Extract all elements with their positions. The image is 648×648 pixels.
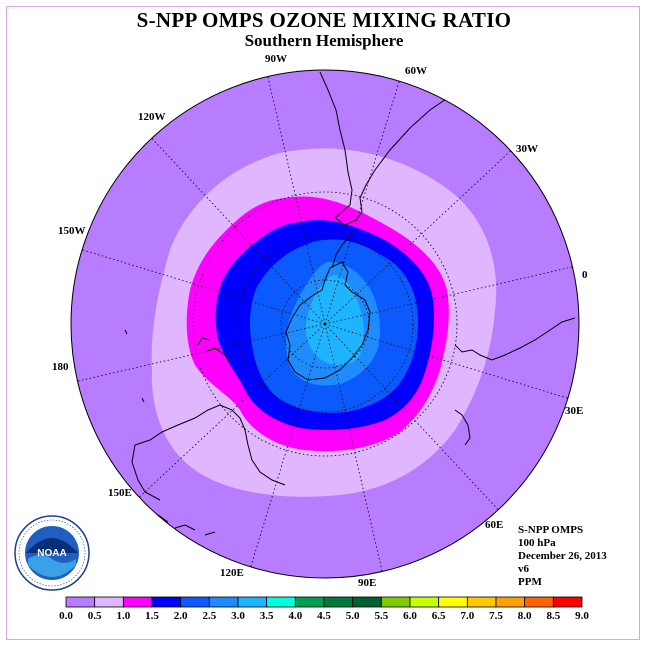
lon-label-90w: 90W — [265, 53, 287, 65]
colorbar-tick-label: 9.0 — [575, 610, 589, 622]
colorbar-box — [466, 596, 497, 608]
info-date: December 26, 2013 — [518, 550, 607, 562]
noaa-logo: NOAA — [14, 515, 90, 591]
info-block: S-NPP OMPS 100 hPa December 26, 2013 v6 … — [518, 524, 607, 589]
antarctica-coastline — [285, 261, 371, 381]
lon-label-0: 0 — [582, 269, 588, 281]
colorbar-tick-label: 0.5 — [88, 610, 102, 622]
info-version: v6 — [518, 563, 529, 575]
info-units: PPM — [518, 576, 542, 588]
lon-label-120w: 120W — [138, 111, 166, 123]
colorbar-box — [524, 596, 554, 608]
colorbar-box — [151, 596, 182, 608]
colorbar-ticks: 0.0 0.5 1.0 1.5 2.0 2.5 3.0 3.5 4.0 4.5 5.0 5.5 6.0 6… — [59, 610, 589, 622]
small-islands — [124, 329, 471, 446]
colorbar-boxes — [65, 596, 583, 608]
colorbar-tick-label: 4.0 — [288, 610, 302, 622]
colorbar-box — [409, 596, 440, 608]
contour-band-3.0-3.5 — [305, 275, 365, 366]
colorbar-box — [352, 596, 382, 608]
latitude-circle — [192, 191, 458, 457]
colorbar-box — [266, 596, 296, 608]
colorbar-tick-label: 2.0 — [174, 610, 188, 622]
lon-label-60e: 60E — [485, 519, 503, 531]
figure-subtitle: Southern Hemisphere — [244, 31, 404, 50]
figure-title: S-NPP OMPS OZONE MIXING RATIO — [136, 8, 512, 32]
colorbar-box — [552, 596, 583, 608]
new-zealand-coast — [197, 337, 231, 363]
colorbar-tick-label: 7.5 — [489, 610, 503, 622]
africa-coast — [454, 317, 576, 361]
colorbar-box — [208, 596, 239, 608]
noaa-logo-text: NOAA — [37, 548, 66, 559]
figure-border — [6, 6, 640, 640]
colorbar-tick-label: 6.5 — [432, 610, 446, 622]
colorbar-tick-label: 4.5 — [317, 610, 331, 622]
antarctic-peninsula — [331, 231, 353, 269]
lon-label-30e: 30E — [565, 405, 583, 417]
australia-coast — [134, 404, 286, 486]
colorbar-box — [294, 596, 325, 608]
south-america-coast — [319, 71, 453, 226]
colorbar-tick-label: 7.0 — [460, 610, 474, 622]
lon-label-90e: 90E — [358, 577, 376, 589]
colorbar-tick-label: 5.0 — [346, 610, 360, 622]
info-product: S-NPP OMPS — [518, 524, 584, 536]
colorbar-tick-label: 6.0 — [403, 610, 417, 622]
lon-label-60w: 60W — [405, 65, 427, 77]
lon-label-180: 180 — [52, 361, 69, 373]
colorbar-tick-label: 8.0 — [518, 610, 532, 622]
colorbar-tick-label: 2.5 — [202, 610, 216, 622]
map-outline — [70, 69, 580, 579]
colorbar-box — [438, 596, 468, 608]
colorbar-tick-label: 5.5 — [374, 610, 388, 622]
longitude-labels: 90W 60W 30W 0 30E 60E 90E 120E 150E 180 … — [52, 53, 588, 589]
colorbar-box — [180, 596, 210, 608]
colorbar-box — [65, 596, 96, 608]
colorbar-tick-label: 1.0 — [116, 610, 130, 622]
lon-label-120e: 120E — [220, 567, 244, 579]
colorbar-box — [380, 596, 411, 608]
map-disk — [71, 70, 579, 578]
colorbar-tick-label: 1.5 — [145, 610, 159, 622]
latitude-circle — [236, 235, 414, 413]
colorbar-tick-label: 3.0 — [231, 610, 245, 622]
colorbar-box — [237, 596, 268, 608]
colorbar-box — [94, 596, 124, 608]
coastlines — [124, 71, 576, 536]
colorbar-box — [122, 596, 153, 608]
australia-west-coast — [131, 444, 161, 501]
colorbar-tick-label: 0.0 — [59, 610, 73, 622]
colorbar-box — [495, 596, 526, 608]
info-level: 100 hPa — [518, 537, 556, 549]
colorbar-tick-label: 8.5 — [546, 610, 560, 622]
lon-label-30w: 30W — [516, 143, 538, 155]
colorbar-box — [323, 596, 354, 608]
lon-label-150e: 150E — [108, 487, 132, 499]
colorbar-tick-label: 3.5 — [260, 610, 274, 622]
lon-label-150w: 150W — [58, 225, 86, 237]
